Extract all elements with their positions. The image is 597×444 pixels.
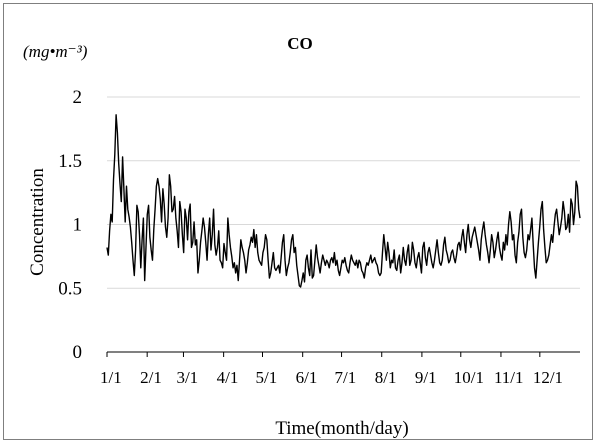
y-tick-labels: 0 0.5 1 1.5 2	[58, 87, 82, 363]
y-tick-label: 0	[73, 342, 83, 363]
x-tick-label: 4/1	[217, 368, 239, 387]
x-tick-label: 6/1	[296, 368, 318, 387]
x-tick-label: 7/1	[335, 368, 357, 387]
chart-frame	[3, 3, 593, 440]
chart-title: CO	[287, 34, 313, 53]
gridlines	[106, 96, 580, 357]
x-tick-labels: 1/1 2/1 3/1 4/1 5/1 6/1 7/1 8/1 9/1 10/1 11/1 12/1	[100, 368, 563, 387]
y-tick-label: 0.5	[58, 278, 82, 299]
x-tick-label: 10/1	[454, 368, 484, 387]
co-concentration-line	[106, 114, 581, 288]
x-tick-label: 2/1	[140, 368, 162, 387]
x-tick-label: 5/1	[256, 368, 278, 387]
x-axis-title: Time(month/day)	[275, 418, 408, 439]
x-tick-label: 11/1	[494, 368, 524, 387]
x-tick-label: 12/1	[533, 368, 563, 387]
y-tick-label: 1.5	[58, 151, 82, 172]
y-tick-label: 2	[73, 87, 83, 108]
x-tick-label: 3/1	[176, 368, 198, 387]
y-axis-title: Concentration	[27, 168, 48, 276]
x-tick-label: 8/1	[375, 368, 397, 387]
x-tick-label: 1/1	[100, 368, 122, 387]
y-tick-label: 1	[73, 215, 83, 236]
x-tick-label: 9/1	[415, 368, 437, 387]
unit-label: (mg•m⁻³)	[23, 42, 88, 61]
